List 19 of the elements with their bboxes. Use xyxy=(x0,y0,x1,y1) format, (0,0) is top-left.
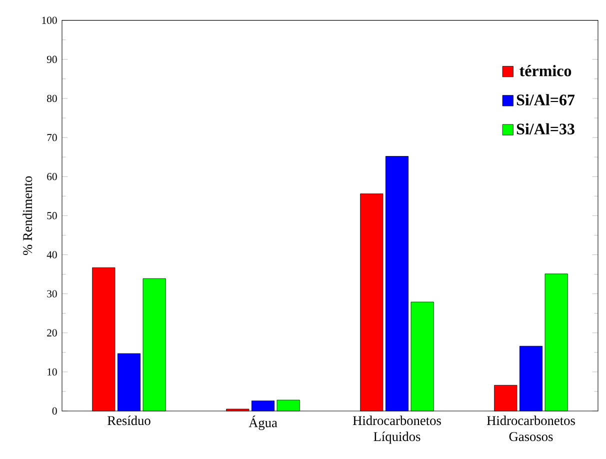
y-tick-label: 50 xyxy=(47,212,57,220)
legend-label: Si/Al=67 xyxy=(516,94,575,106)
y-tick-label: 90 xyxy=(46,56,57,63)
y-axis-title: % Rendimento xyxy=(22,176,32,255)
legend-label: Si/Al=33 xyxy=(516,123,574,134)
x-tick-label: Hidrocarbonetos Líquidos xyxy=(352,416,441,444)
y-tick-label: 80 xyxy=(47,94,57,102)
x-tick-label: Hidrocarbonetos Gasosos xyxy=(486,416,575,442)
x-tick-label: Água xyxy=(248,416,278,430)
y-tick-label: 0 xyxy=(52,407,57,415)
y-tick-label: 60 xyxy=(47,172,57,180)
y-tick-label: 40 xyxy=(46,251,57,258)
legend-label: térmico xyxy=(520,64,572,76)
y-tick-label: 10 xyxy=(48,368,57,376)
y-tick-label: 100 xyxy=(42,16,57,24)
y-tick-label: 20 xyxy=(47,329,57,336)
y-tick-label: 30 xyxy=(47,290,57,298)
x-tick-label: Resíduo xyxy=(108,416,150,426)
y-tick-label: 70 xyxy=(47,134,57,142)
